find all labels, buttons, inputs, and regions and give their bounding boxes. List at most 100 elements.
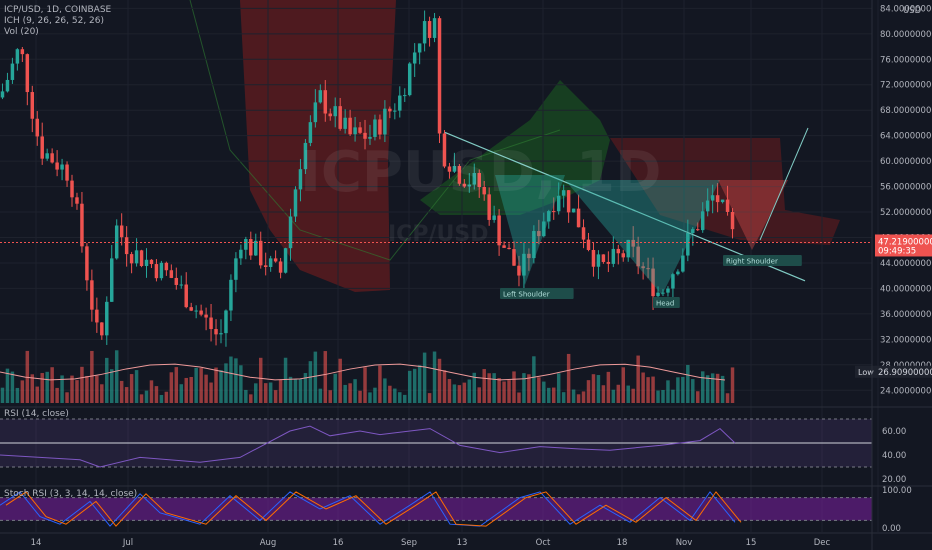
volume-bar: [556, 373, 561, 403]
volume-bar: [586, 380, 591, 403]
volume-bar: [263, 383, 268, 403]
head-label: Head: [656, 300, 674, 308]
projection-line: [759, 127, 809, 241]
right-shoulder-label: Right Shoulder: [726, 258, 778, 266]
currency-tag: USD: [903, 6, 922, 16]
volume-bar: [15, 387, 20, 403]
volume-bar: [239, 365, 243, 403]
volume-bar: [40, 373, 44, 403]
volume-bar: [283, 357, 288, 403]
rsi-legend[interactable]: RSI (14, close): [4, 409, 69, 419]
candle-body: [527, 253, 531, 259]
candle-body: [457, 166, 462, 184]
candle-body: [199, 310, 203, 315]
volume-bar: [671, 389, 675, 403]
candle-body: [646, 268, 650, 270]
candle-body: [149, 259, 154, 265]
candle-body: [80, 203, 84, 247]
volume-bar: [249, 394, 253, 403]
volume-bar: [174, 367, 179, 403]
candle-body: [25, 54, 30, 93]
candle-body: [507, 247, 511, 250]
volume-bar: [219, 370, 223, 403]
volume-bar: [194, 367, 198, 403]
volume-bar: [55, 387, 59, 403]
candle-body: [442, 133, 447, 167]
candle-body: [95, 309, 99, 323]
volume-bar: [492, 373, 496, 403]
candle-body: [15, 49, 20, 64]
volume-bar: [323, 351, 328, 403]
rsi-line: [0, 425, 736, 468]
candle-body: [700, 211, 705, 231]
candle-body: [283, 248, 288, 273]
time-tick-label: Oct: [536, 538, 551, 548]
volume-bar: [154, 386, 159, 403]
pattern-overlays: Left Shoulder Head Right Shoulder: [0, 127, 872, 308]
candle-body: [497, 215, 501, 246]
volume-bar: [60, 375, 64, 403]
candle-body: [129, 254, 134, 264]
symbol-title[interactable]: ICP/USD, 1D, COINBASE: [4, 5, 112, 15]
candle-body: [154, 264, 159, 279]
candle-body: [30, 92, 35, 119]
volume-bar: [273, 390, 278, 403]
candle-body: [671, 274, 675, 289]
volume-bar: [532, 356, 536, 403]
candle-body: [318, 90, 323, 103]
volume-bar: [507, 380, 511, 403]
candle-body: [273, 258, 278, 262]
candle-body: [571, 208, 576, 213]
candle-body: [656, 292, 660, 297]
candle-body: [214, 329, 218, 335]
volume-bar: [422, 352, 427, 403]
volume-bar: [5, 368, 10, 403]
stoch-tick-label: 0.00: [882, 524, 901, 534]
time-tick-label: Sep: [401, 538, 417, 548]
candle-body: [576, 208, 581, 228]
volume-bar: [338, 358, 342, 403]
price-tick-label: 64.00000000: [880, 132, 932, 142]
candle-body: [174, 277, 179, 285]
candle-body: [725, 199, 730, 212]
ichimoku-legend[interactable]: ICH (9, 26, 26, 52, 26): [4, 16, 105, 26]
stoch-rsi-legend[interactable]: Stoch RSI (3, 3, 14, 14, close): [4, 489, 138, 499]
left-shoulder-shape: [495, 175, 565, 285]
candle-body: [611, 248, 616, 264]
volume-bar: [288, 376, 293, 403]
price-tick-label: 72.00000000: [880, 81, 932, 91]
candle-body: [110, 258, 114, 302]
candle-body: [209, 317, 213, 330]
candle-body: [482, 186, 486, 195]
volume-bar: [268, 382, 273, 403]
candle-body: [691, 229, 695, 234]
volume-legend[interactable]: Vol (20): [4, 27, 39, 37]
volume-bar: [209, 382, 213, 403]
candle-body: [532, 231, 536, 259]
candle-body: [412, 52, 417, 64]
price-tick-label: 56.00000000: [880, 183, 932, 193]
volume-bar: [35, 386, 39, 403]
current-price-label: 47.21900000: [878, 237, 932, 247]
candle-body: [452, 166, 457, 172]
volume-bar: [383, 378, 387, 403]
current-price-tag: [875, 234, 932, 257]
volume-bar: [398, 392, 402, 403]
candle-body: [462, 183, 467, 187]
candle-body: [224, 310, 228, 334]
candle-body: [204, 314, 208, 318]
candle-body: [596, 254, 601, 267]
candle-body: [591, 249, 596, 267]
volume-bar: [457, 385, 462, 403]
candle-body: [666, 288, 670, 293]
volume-bar: [378, 365, 382, 403]
volume-bars: [0, 350, 735, 403]
volume-bar: [407, 370, 412, 403]
candle-body: [403, 95, 407, 97]
rsi-tick-label: 60.00: [882, 427, 906, 437]
volume-bar: [606, 371, 611, 403]
volume-bar: [561, 392, 566, 403]
rsi-tick-label: 40.00: [882, 451, 906, 461]
volume-bar: [651, 376, 655, 403]
